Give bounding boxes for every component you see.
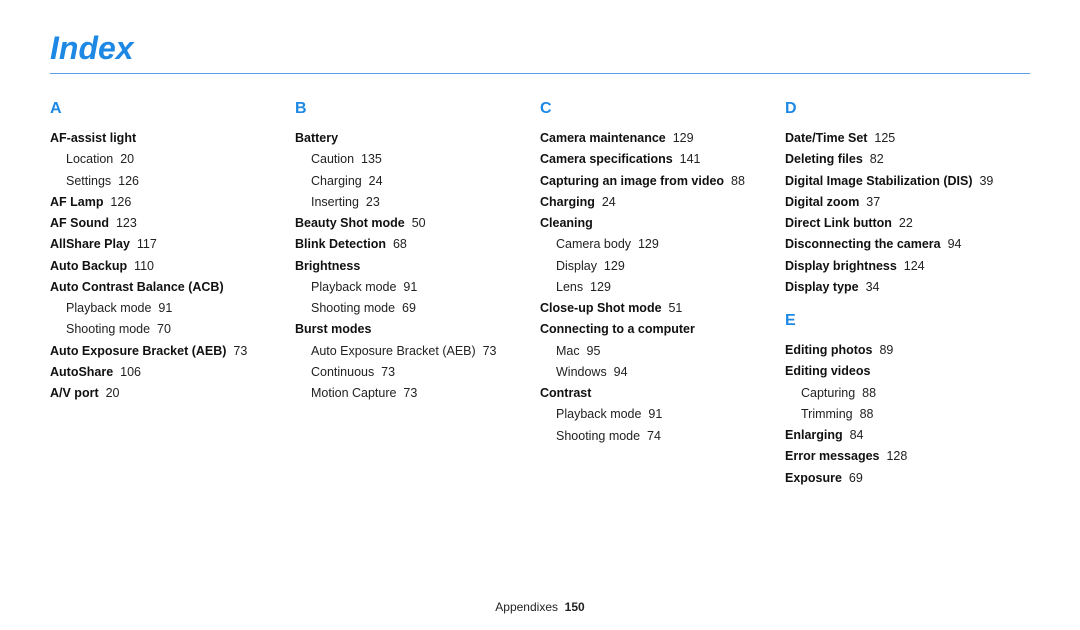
index-entry: AF-assist light [50,128,275,149]
title-wrap: Index [50,30,1030,74]
index-entry: Enlarging 84 [785,425,1010,446]
footer: Appendixes 150 [0,600,1080,614]
index-subentry: Shooting mode 70 [50,319,275,340]
index-entry: Disconnecting the camera 94 [785,234,1010,255]
index-subentry: Playback mode 91 [50,298,275,319]
index-entry: Deleting files 82 [785,149,1010,170]
index-subentry: Lens 129 [540,277,765,298]
section-letter: A [50,100,275,118]
section-letter: E [785,312,1010,330]
index-subentry: Settings 126 [50,171,275,192]
index-entry: Contrast [540,383,765,404]
index-subentry: Capturing 88 [785,383,1010,404]
index-subentry: Continuous 73 [295,362,520,383]
index-entry: Editing photos 89 [785,340,1010,361]
index-columns: AAF-assist lightLocation 20Settings 126A… [50,100,1030,489]
section-letter: D [785,100,1010,118]
index-entry: AF Lamp 126 [50,192,275,213]
footer-label: Appendixes [495,600,558,614]
index-entry: Date/Time Set 125 [785,128,1010,149]
index-entry: Exposure 69 [785,468,1010,489]
index-entry: AF Sound 123 [50,213,275,234]
index-entry: Brightness [295,256,520,277]
index-entry: A/V port 20 [50,383,275,404]
index-subentry: Motion Capture 73 [295,383,520,404]
index-subentry: Camera body 129 [540,234,765,255]
col-a: AAF-assist lightLocation 20Settings 126A… [50,100,295,489]
index-entry: Charging 24 [540,192,765,213]
index-entry: Beauty Shot mode 50 [295,213,520,234]
col-b: B BatteryCaution 135Charging 24Inserting … [295,100,540,489]
col-c: C Camera maintenance 129Camera specificat… [540,100,785,489]
index-entry: Burst modes [295,319,520,340]
col-de: DDate/Time Set 125Deleting files 82Digit… [785,100,1030,489]
index-entry: Display type 34 [785,277,1010,298]
index-subentry: Auto Exposure Bracket (AEB) 73 [295,341,520,362]
index-subentry: Mac 95 [540,341,765,362]
index-entry: Auto Exposure Bracket (AEB) 73 [50,341,275,362]
index-subentry: Caution 135 [295,149,520,170]
index-entry: Auto Contrast Balance (ACB) [50,277,275,298]
index-entry: AutoShare 106 [50,362,275,383]
index-entry: Battery [295,128,520,149]
index-entry: Digital zoom 37 [785,192,1010,213]
index-entry: Camera specifications 141 [540,149,765,170]
index-entry: AllShare Play 117 [50,234,275,255]
index-subentry: Display 129 [540,256,765,277]
footer-page: 150 [565,600,585,614]
index-subentry: Playback mode 91 [540,404,765,425]
index-entry: Editing videos [785,361,1010,382]
index-subentry: Inserting 23 [295,192,520,213]
index-subentry: Trimming 88 [785,404,1010,425]
index-subentry: Charging 24 [295,171,520,192]
index-subentry: Windows 94 [540,362,765,383]
index-entry: Display brightness 124 [785,256,1010,277]
index-entry: Close-up Shot mode 51 [540,298,765,319]
index-entry: Auto Backup 110 [50,256,275,277]
index-entry: Cleaning [540,213,765,234]
index-entry: Camera maintenance 129 [540,128,765,149]
index-subentry: Shooting mode 69 [295,298,520,319]
page-title: Index [50,30,1030,67]
section-letter: C [540,100,765,118]
index-entry: Error messages 128 [785,446,1010,467]
index-entry: Blink Detection 68 [295,234,520,255]
index-entry: Capturing an image from video 88 [540,171,765,192]
index-subentry: Playback mode 91 [295,277,520,298]
index-entry: Connecting to a computer [540,319,765,340]
section-letter: B [295,100,520,118]
index-entry: Direct Link button 22 [785,213,1010,234]
index-entry: Digital Image Stabilization (DIS) 39 [785,171,1010,192]
index-subentry: Location 20 [50,149,275,170]
index-subentry: Shooting mode 74 [540,426,765,447]
